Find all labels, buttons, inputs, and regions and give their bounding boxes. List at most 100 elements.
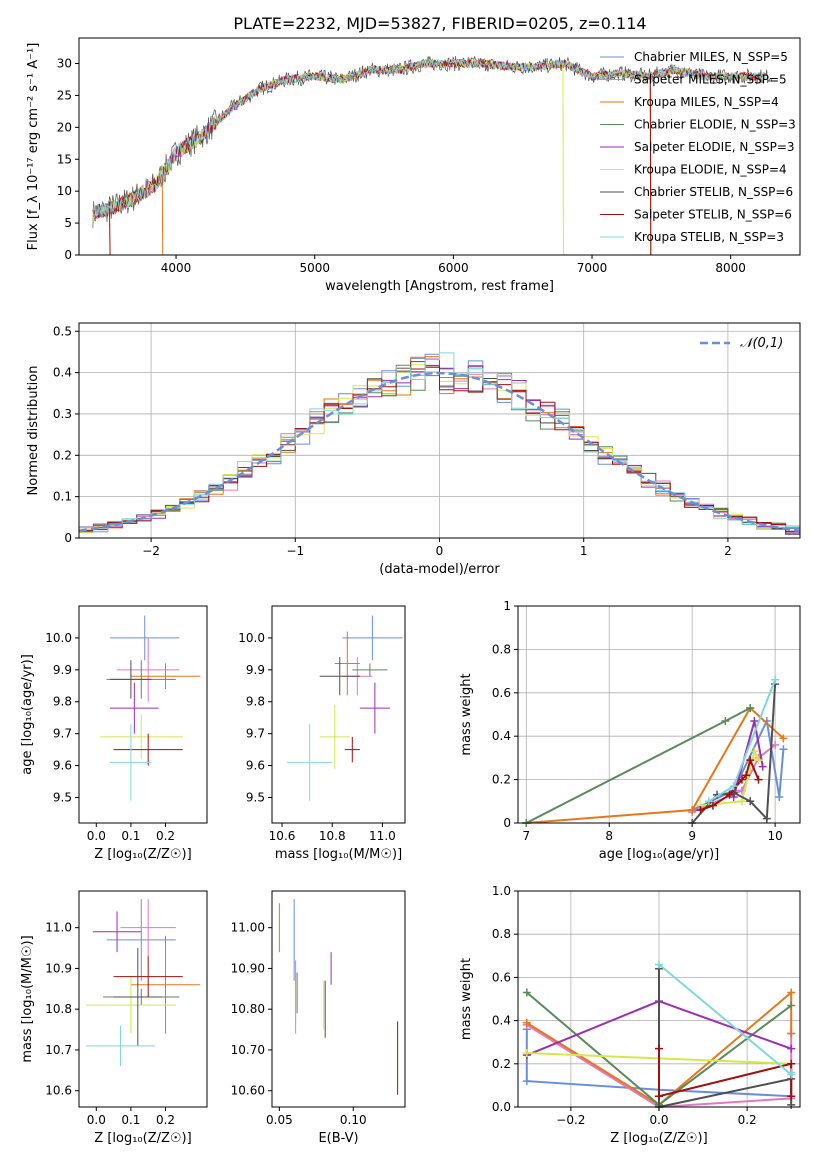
legend-label: Kroupa ELODIE, N_SSP=4 [634, 163, 787, 177]
axes-frame [517, 890, 801, 1108]
weight-marker [750, 747, 759, 756]
figure-title: PLATE=2232, MJD=53827, FIBERID=0205, z=0… [233, 14, 646, 33]
x-tick-label: 0.2 [156, 1113, 175, 1127]
x-tick-label: 8000 [715, 261, 746, 275]
weight_vs_age-panel: 7 8 9 10 0 0.2 0.4 0.6 0.8 1 age [log₁₀(age/yr)] ma… [459, 599, 801, 862]
weight-marker [721, 717, 730, 726]
y-tick-label: 5 [64, 216, 72, 230]
mass_vs_ebv-plot-area [278, 899, 399, 1095]
x-tick-label: 9 [688, 829, 696, 843]
y-tick-label: 9.6 [246, 759, 265, 773]
y-tick-label: 9.8 [246, 695, 265, 709]
weight-marker [688, 805, 697, 814]
age_vs_Z-plot-area [99, 615, 201, 801]
age_vs_mass-panel: 10.6 10.8 11.0 9.5 9.6 9.7 9.8 9.9 10.0 mass [log… [238, 605, 406, 862]
axes-frame [78, 322, 801, 539]
y-tick-label: 0.4 [53, 366, 72, 380]
axes-frame [271, 605, 406, 824]
weight-marker [746, 756, 755, 765]
residuals-plot-area [78, 352, 801, 535]
weight-marker [779, 745, 788, 754]
weight-marker [771, 675, 780, 684]
x-tick-label: 8 [605, 829, 613, 843]
x-axis-label: Z [log₁₀(Z/Z☉)] [94, 1131, 191, 1146]
histogram-step [79, 366, 800, 532]
x-axis-label: Z [log₁₀(Z/Z☉)] [610, 1131, 707, 1146]
weight-marker [746, 703, 755, 712]
weight-marker [655, 1092, 663, 1101]
weight-line [691, 744, 776, 814]
x-tick-label: 0.05 [266, 1113, 293, 1127]
y-axis-label: Flux [f_λ 10⁻¹⁷ erg cm⁻² s⁻¹ A⁻¹] [26, 43, 41, 251]
y-tick-label: 10.7 [45, 1043, 72, 1057]
x-tick-label: 0.2 [738, 1113, 757, 1127]
x-tick-label: −0.2 [556, 1113, 585, 1127]
weight-line [526, 706, 785, 824]
y-tick-label: 0 [64, 248, 72, 262]
mass_vs_ebv-panel: 0.05 0.10 10.60 10.70 10.80 10.90 11.00 E(B-V) [231, 890, 406, 1146]
weight_vs_Z-plot-area [522, 960, 796, 1111]
y-tick-label: 10.80 [231, 1002, 265, 1016]
x-tick-label: 0.0 [87, 1113, 106, 1127]
x-tick-label: 10.6 [269, 829, 296, 843]
x-axis-label: wavelength [Angstrom, rest frame] [325, 279, 554, 294]
y-tick-label: 0.0 [492, 1100, 511, 1114]
weight-marker [758, 762, 767, 771]
legend-label: Chabrier MILES, N_SSP=5 [634, 50, 788, 64]
y-axis-label: mass weight [459, 958, 474, 1040]
y-tick-label: 11.0 [45, 921, 72, 935]
y-tick-label: 0.4 [492, 729, 511, 743]
x-tick-label: 2 [724, 544, 732, 558]
x-tick-label: 0.0 [87, 829, 106, 843]
weight-marker [746, 797, 755, 806]
weight-marker [787, 1100, 796, 1109]
weight_vs_age-plot-area [522, 675, 788, 827]
x-tick-label: 11.0 [369, 829, 396, 843]
y-tick-label: 11.00 [231, 921, 265, 935]
x-tick-label: 4000 [161, 261, 192, 275]
axes-frame [271, 890, 406, 1108]
y-tick-label: 10.60 [231, 1084, 265, 1098]
y-tick-label: 0.2 [492, 1057, 511, 1071]
weight-marker [787, 1092, 796, 1101]
y-tick-label: 15 [57, 152, 72, 166]
weight_vs_Z-panel: −0.2 0.0 0.2 0.0 0.2 0.4 0.6 0.8 1.0 Z [log₁₀(Z/Z… [459, 884, 801, 1146]
mass_vs_Z-plot-area [85, 899, 201, 1067]
legend-label: Chabrier ELODIE, N_SSP=3 [634, 118, 796, 132]
x-tick-label: 0.10 [340, 1113, 367, 1127]
histogram-step [79, 358, 800, 534]
y-tick-label: 9.5 [246, 790, 265, 804]
weight-marker [522, 1018, 531, 1027]
y-tick-label: 10 [57, 184, 72, 198]
y-tick-label: 9.7 [246, 727, 265, 741]
weight-marker [655, 960, 663, 969]
residual-legend: 𝒩(0,1) [700, 336, 783, 351]
weight-marker [704, 797, 713, 806]
y-tick-label: 9.6 [53, 759, 72, 773]
y-axis-label: mass weight [459, 673, 474, 755]
y-tick-label: 0.3 [53, 407, 72, 421]
legend-label: Salpeter STELIB, N_SSP=6 [634, 208, 792, 222]
x-axis-label: Z [log₁₀(Z/Z☉)] [94, 847, 191, 862]
x-tick-label: 5000 [299, 261, 330, 275]
y-tick-label: 25 [57, 88, 72, 102]
y-tick-label: 9.9 [246, 663, 265, 677]
spectrum-line [92, 59, 766, 220]
spectrum-drop [562, 63, 564, 255]
y-tick-label: 30 [57, 57, 72, 71]
weight-marker [708, 801, 717, 810]
y-tick-label: 20 [57, 120, 72, 134]
weight-marker [787, 1029, 796, 1038]
x-tick-label: 0.2 [156, 829, 175, 843]
weight-line [658, 968, 793, 1109]
weight-marker [787, 988, 796, 997]
normal-curve [78, 371, 801, 533]
weight-line [526, 990, 793, 1107]
age_vs_mass-plot-area [287, 615, 403, 801]
weight-line [658, 1048, 793, 1098]
y-tick-label: 0 [64, 531, 72, 545]
weight-marker [787, 1059, 796, 1068]
weight-marker [775, 792, 784, 801]
y-tick-label: 10.8 [45, 1002, 72, 1016]
